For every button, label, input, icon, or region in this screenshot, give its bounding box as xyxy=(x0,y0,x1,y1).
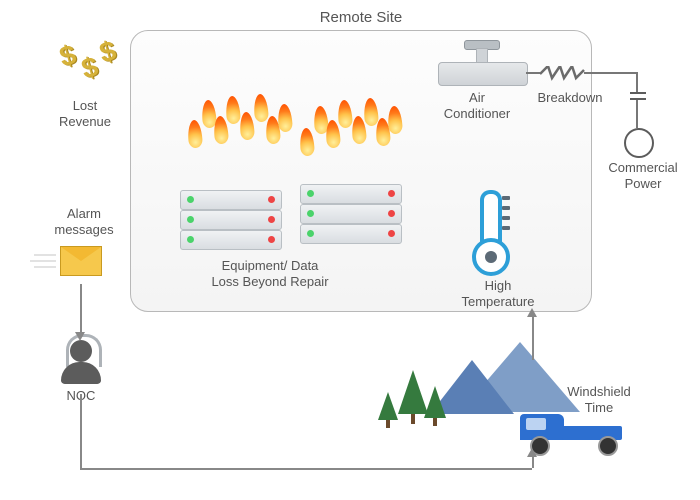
connector xyxy=(80,284,82,332)
alarm-messages-label: Alarm messages xyxy=(44,206,124,239)
high-temperature-label: High Temperature xyxy=(448,278,548,311)
windshield-time-label: Windshield Time xyxy=(554,384,644,417)
diagram-stage: Remote Site $$$ Lost Revenue Equipment/ … xyxy=(0,0,700,500)
envelope-icon xyxy=(60,246,102,276)
server-icon xyxy=(180,190,282,210)
noc-head-icon xyxy=(70,340,92,362)
air-conditioner-icon xyxy=(438,62,528,86)
thermometer-tick xyxy=(502,226,510,230)
commercial-power-label: Commercial Power xyxy=(598,160,688,193)
thermometer-fill-icon xyxy=(485,251,497,263)
wheel-icon xyxy=(598,436,618,456)
breakdown-label: Breakdown xyxy=(530,90,610,106)
tree-trunk xyxy=(433,418,437,426)
air-conditioner-label: Air Conditioner xyxy=(432,90,522,123)
tree-icon xyxy=(424,386,446,418)
wire xyxy=(584,72,638,74)
server-icon xyxy=(300,184,402,204)
motion-line xyxy=(30,260,56,262)
breakdown-icon xyxy=(540,66,590,82)
wire xyxy=(636,100,638,128)
remote-site-title: Remote Site xyxy=(131,9,591,26)
dollar-icon: $ xyxy=(78,51,101,86)
thermometer-tick xyxy=(502,196,510,200)
tree-trunk xyxy=(386,420,390,428)
connector xyxy=(527,448,537,457)
server-icon xyxy=(300,204,402,224)
equipment-loss-label: Equipment/ Data Loss Beyond Repair xyxy=(190,258,350,291)
motion-line xyxy=(34,254,56,256)
thermometer-tick xyxy=(502,206,510,210)
motion-line xyxy=(34,266,56,268)
tree-trunk xyxy=(411,414,415,424)
connector xyxy=(75,332,85,341)
wire xyxy=(636,72,638,92)
power-cap-top xyxy=(630,92,646,94)
server-icon xyxy=(180,230,282,250)
connector xyxy=(80,394,82,468)
lost-revenue-label: Lost Revenue xyxy=(50,98,120,131)
thermometer-tick xyxy=(502,216,510,220)
server-icon xyxy=(180,210,282,230)
dollar-icon: $ xyxy=(96,35,119,70)
dollar-icon: $ xyxy=(56,39,79,74)
commercial-power-icon xyxy=(624,128,654,158)
connector xyxy=(532,456,534,468)
tree-icon xyxy=(378,392,398,420)
wire xyxy=(526,72,540,74)
server-icon xyxy=(300,224,402,244)
connector xyxy=(527,308,537,317)
connector xyxy=(532,316,534,360)
power-cap-bottom xyxy=(630,98,646,100)
connector xyxy=(80,468,532,470)
